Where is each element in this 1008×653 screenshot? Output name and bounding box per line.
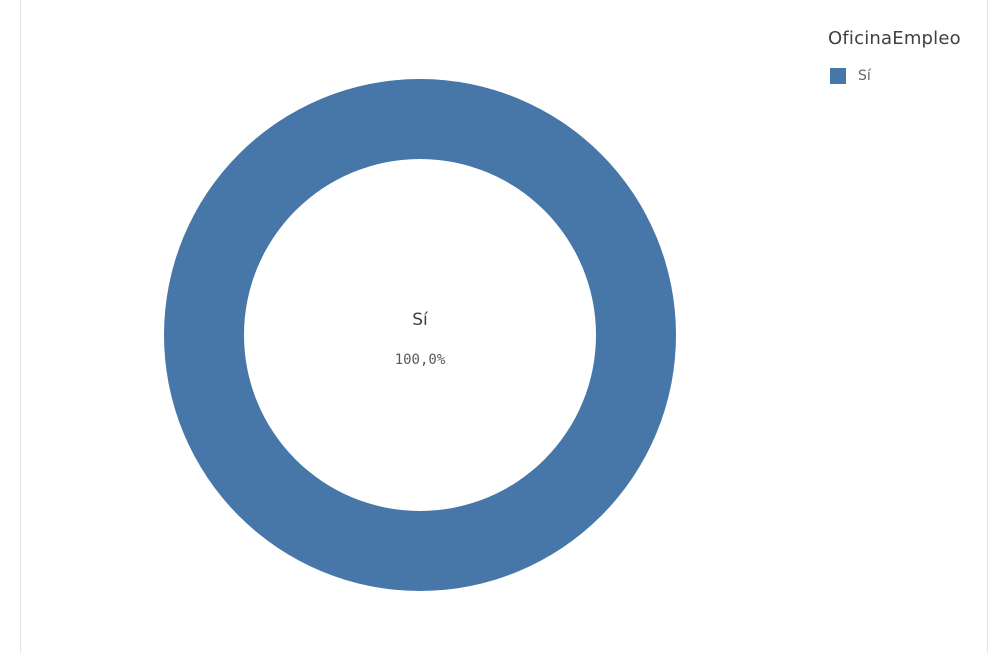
center-percent-label: 100,0% [395,352,446,368]
legend-title: OficinaEmpleo [828,28,998,49]
legend: OficinaEmpleo Sí [828,28,998,84]
donut-slices [164,79,676,591]
donut-slice[interactable] [164,79,676,591]
legend-swatch [830,68,846,84]
center-category-label: Sí [412,310,429,330]
legend-item-label: Sí [858,68,871,84]
legend-item-si[interactable]: Sí [830,68,998,84]
